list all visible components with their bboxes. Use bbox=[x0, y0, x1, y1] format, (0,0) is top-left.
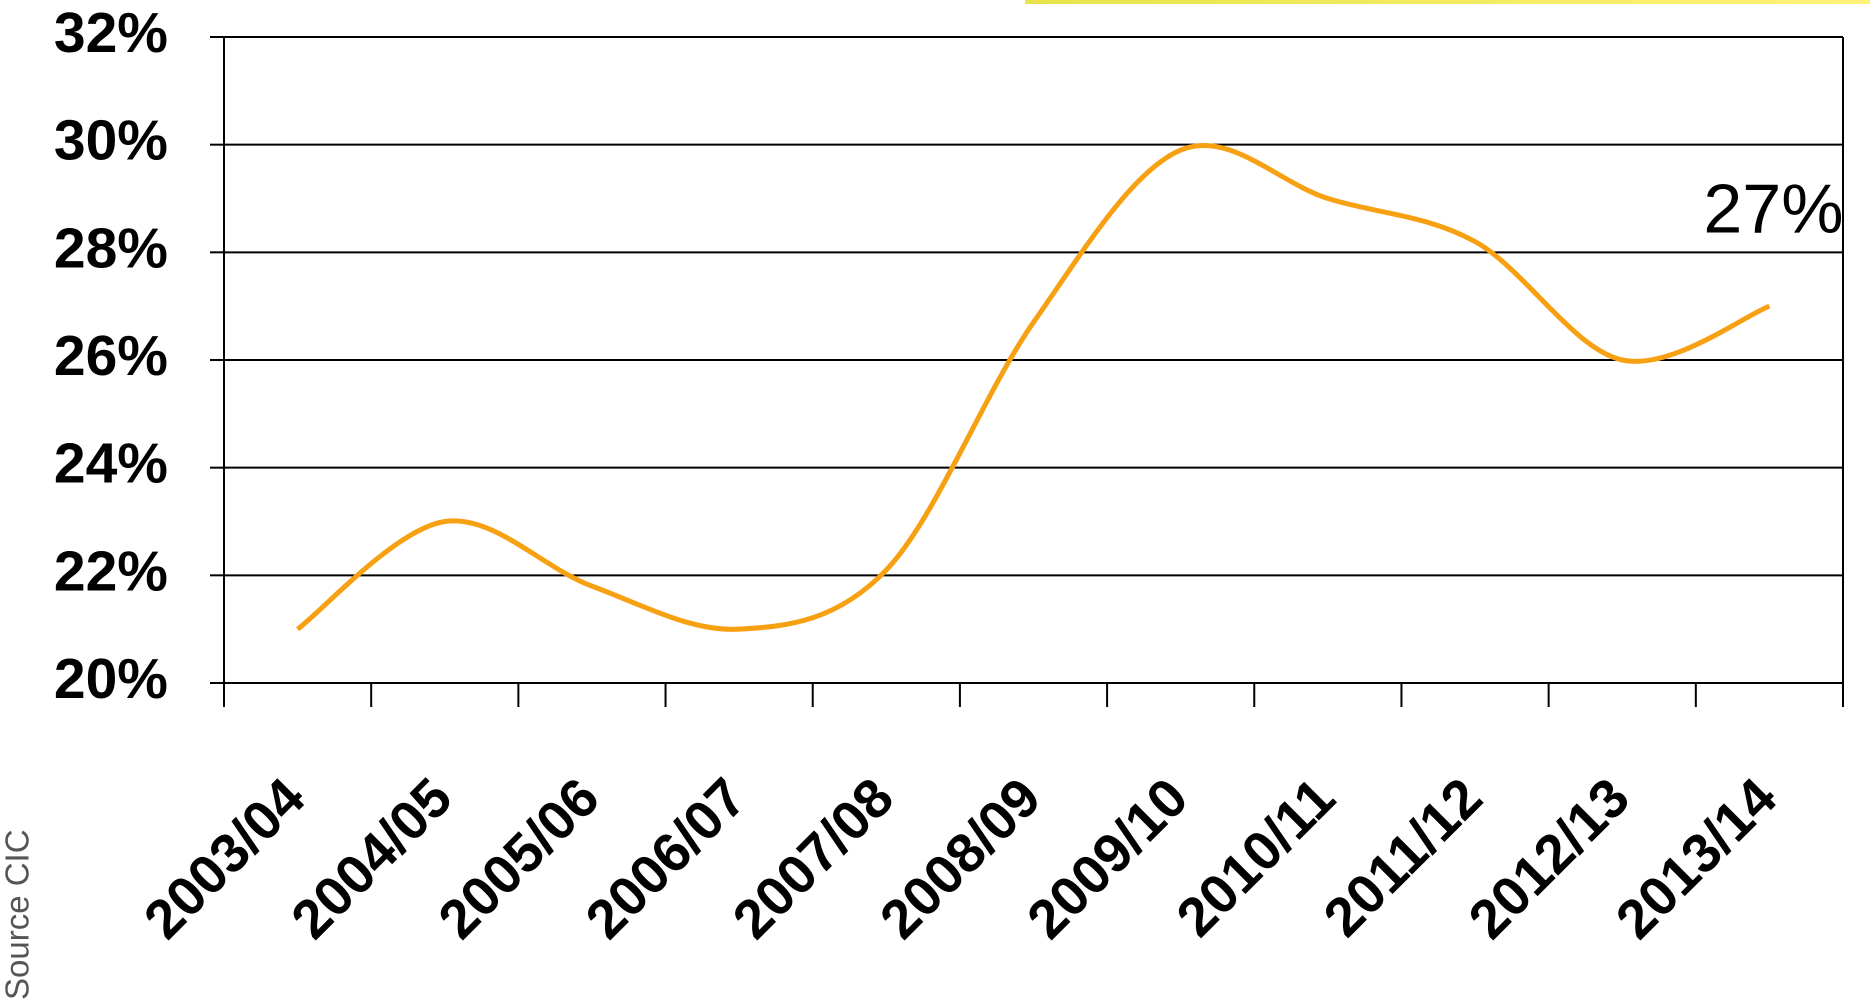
y-tick-label: 26% bbox=[54, 324, 168, 388]
x-tick-label: 2008/09 bbox=[868, 766, 1052, 950]
x-tick-label: 2009/10 bbox=[1015, 766, 1199, 950]
data-label: 27% bbox=[1703, 170, 1843, 248]
source-note: Source CIC bbox=[0, 829, 36, 1000]
y-tick-label: 24% bbox=[54, 432, 168, 496]
y-tick-label: 22% bbox=[54, 539, 168, 603]
x-tick-label: 2006/07 bbox=[573, 766, 757, 950]
x-tick-label: 2007/08 bbox=[721, 766, 905, 950]
x-tick-label: 2010/11 bbox=[1164, 766, 1346, 948]
x-tick-label: 2004/05 bbox=[279, 766, 463, 950]
top-accent bbox=[1025, 0, 1870, 4]
y-tick-label: 32% bbox=[54, 1, 168, 65]
y-tick-label: 28% bbox=[54, 216, 168, 280]
x-tick-label: 2005/06 bbox=[426, 766, 610, 950]
y-tick-label: 20% bbox=[54, 647, 168, 711]
x-tick-label: 2011/12 bbox=[1312, 766, 1494, 948]
x-tick-label: 2012/13 bbox=[1457, 766, 1641, 950]
x-tick-label: 2013/14 bbox=[1604, 766, 1789, 951]
series-line bbox=[296, 142, 1771, 632]
x-tick-label: 2003/04 bbox=[132, 766, 317, 951]
y-tick-label: 30% bbox=[54, 109, 168, 173]
